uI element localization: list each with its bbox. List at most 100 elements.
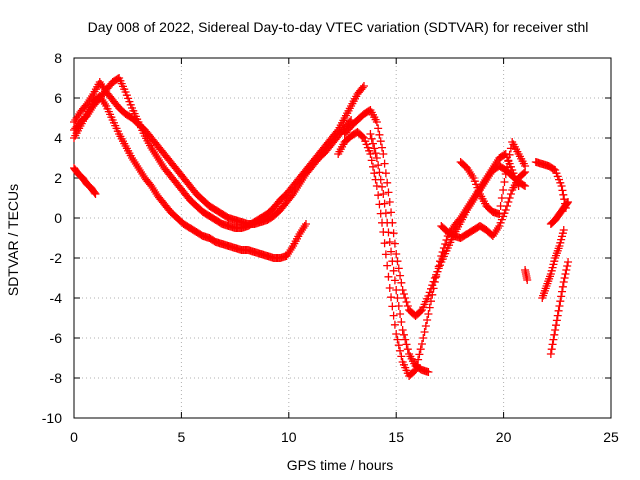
data-point xyxy=(497,194,506,202)
x-axis-label: GPS time / hours xyxy=(287,457,394,473)
data-point xyxy=(396,346,405,355)
data-point xyxy=(90,188,99,197)
data-point xyxy=(559,190,568,199)
data-point xyxy=(387,293,396,302)
data-point xyxy=(367,156,376,165)
data-point xyxy=(425,303,434,312)
data-point xyxy=(393,335,402,344)
data-point xyxy=(394,341,403,350)
data-point xyxy=(392,250,401,258)
series-track-i xyxy=(456,138,530,218)
data-point xyxy=(424,368,433,376)
data-point xyxy=(394,264,403,273)
data-point xyxy=(501,206,510,214)
y-tick-label: 8 xyxy=(54,50,62,66)
x-tick-label: 20 xyxy=(496,429,512,445)
data-point xyxy=(551,326,560,334)
data-point xyxy=(380,159,389,168)
data-point xyxy=(403,302,412,310)
data-point xyxy=(503,163,512,172)
data-point xyxy=(397,278,406,287)
data-point xyxy=(401,294,410,302)
data-point xyxy=(358,83,367,92)
x-tick-label: 0 xyxy=(70,429,78,445)
data-point xyxy=(558,186,567,195)
series-track-h xyxy=(437,168,530,242)
data-point xyxy=(555,302,564,310)
data-point xyxy=(428,290,437,299)
data-point xyxy=(499,186,508,194)
data-point xyxy=(468,172,477,180)
data-point xyxy=(383,218,392,227)
y-tick-label: -6 xyxy=(50,330,63,346)
data-point xyxy=(380,239,389,248)
data-point xyxy=(369,162,378,171)
data-point xyxy=(557,292,566,301)
data-point xyxy=(402,340,411,349)
data-point xyxy=(392,330,401,338)
data-point xyxy=(424,292,433,300)
data-point xyxy=(375,130,384,139)
data-point xyxy=(372,182,381,190)
data-point xyxy=(559,278,568,286)
data-point xyxy=(563,262,572,270)
data-point xyxy=(376,175,385,184)
data-point xyxy=(369,139,378,148)
data-point xyxy=(381,250,390,259)
data-point xyxy=(417,340,426,348)
data-point xyxy=(504,198,513,206)
data-point xyxy=(558,287,567,296)
data-point xyxy=(398,326,407,334)
data-point xyxy=(379,190,388,198)
y-tick-label: -8 xyxy=(50,370,63,386)
series-track-a xyxy=(70,92,310,262)
data-point xyxy=(552,321,561,330)
data-point xyxy=(399,330,408,339)
data-point xyxy=(378,143,387,152)
data-point xyxy=(441,240,450,248)
data-point xyxy=(523,276,532,284)
data-point xyxy=(372,118,381,126)
data-point xyxy=(504,157,513,166)
series-track-f xyxy=(334,128,523,380)
data-point xyxy=(557,182,566,190)
y-tick-label: -10 xyxy=(42,410,62,426)
data-point xyxy=(438,248,447,256)
data-point xyxy=(423,316,432,324)
data-point xyxy=(437,252,446,260)
y-tick-label: 0 xyxy=(54,210,62,226)
x-tick-label: 25 xyxy=(603,429,619,445)
data-point xyxy=(100,100,109,108)
data-point xyxy=(372,154,381,162)
data-point xyxy=(370,144,379,153)
data-point xyxy=(370,169,379,178)
data-point xyxy=(561,270,570,278)
data-point xyxy=(501,170,510,178)
data-point xyxy=(563,199,572,208)
data-point xyxy=(376,137,385,146)
data-point xyxy=(560,274,569,282)
y-tick-label: 4 xyxy=(54,130,62,146)
data-point xyxy=(432,272,441,281)
data-point xyxy=(384,228,393,237)
data-point xyxy=(403,345,412,354)
data-point xyxy=(358,132,367,141)
y-axis-label: SDTVAR / TECUs xyxy=(5,184,21,296)
data-point xyxy=(402,298,411,306)
data-point xyxy=(430,278,439,286)
data-point xyxy=(416,345,425,354)
data-point xyxy=(359,82,368,90)
data-point xyxy=(519,181,528,190)
data-point xyxy=(374,191,383,200)
data-point xyxy=(381,209,390,218)
data-point xyxy=(421,322,430,330)
x-tick-label: 5 xyxy=(178,429,186,445)
data-point xyxy=(383,178,392,187)
data-point xyxy=(384,272,393,281)
series-track-n xyxy=(521,266,532,284)
data-point xyxy=(419,334,428,342)
data-point xyxy=(396,271,405,280)
series-track-j xyxy=(531,158,570,212)
